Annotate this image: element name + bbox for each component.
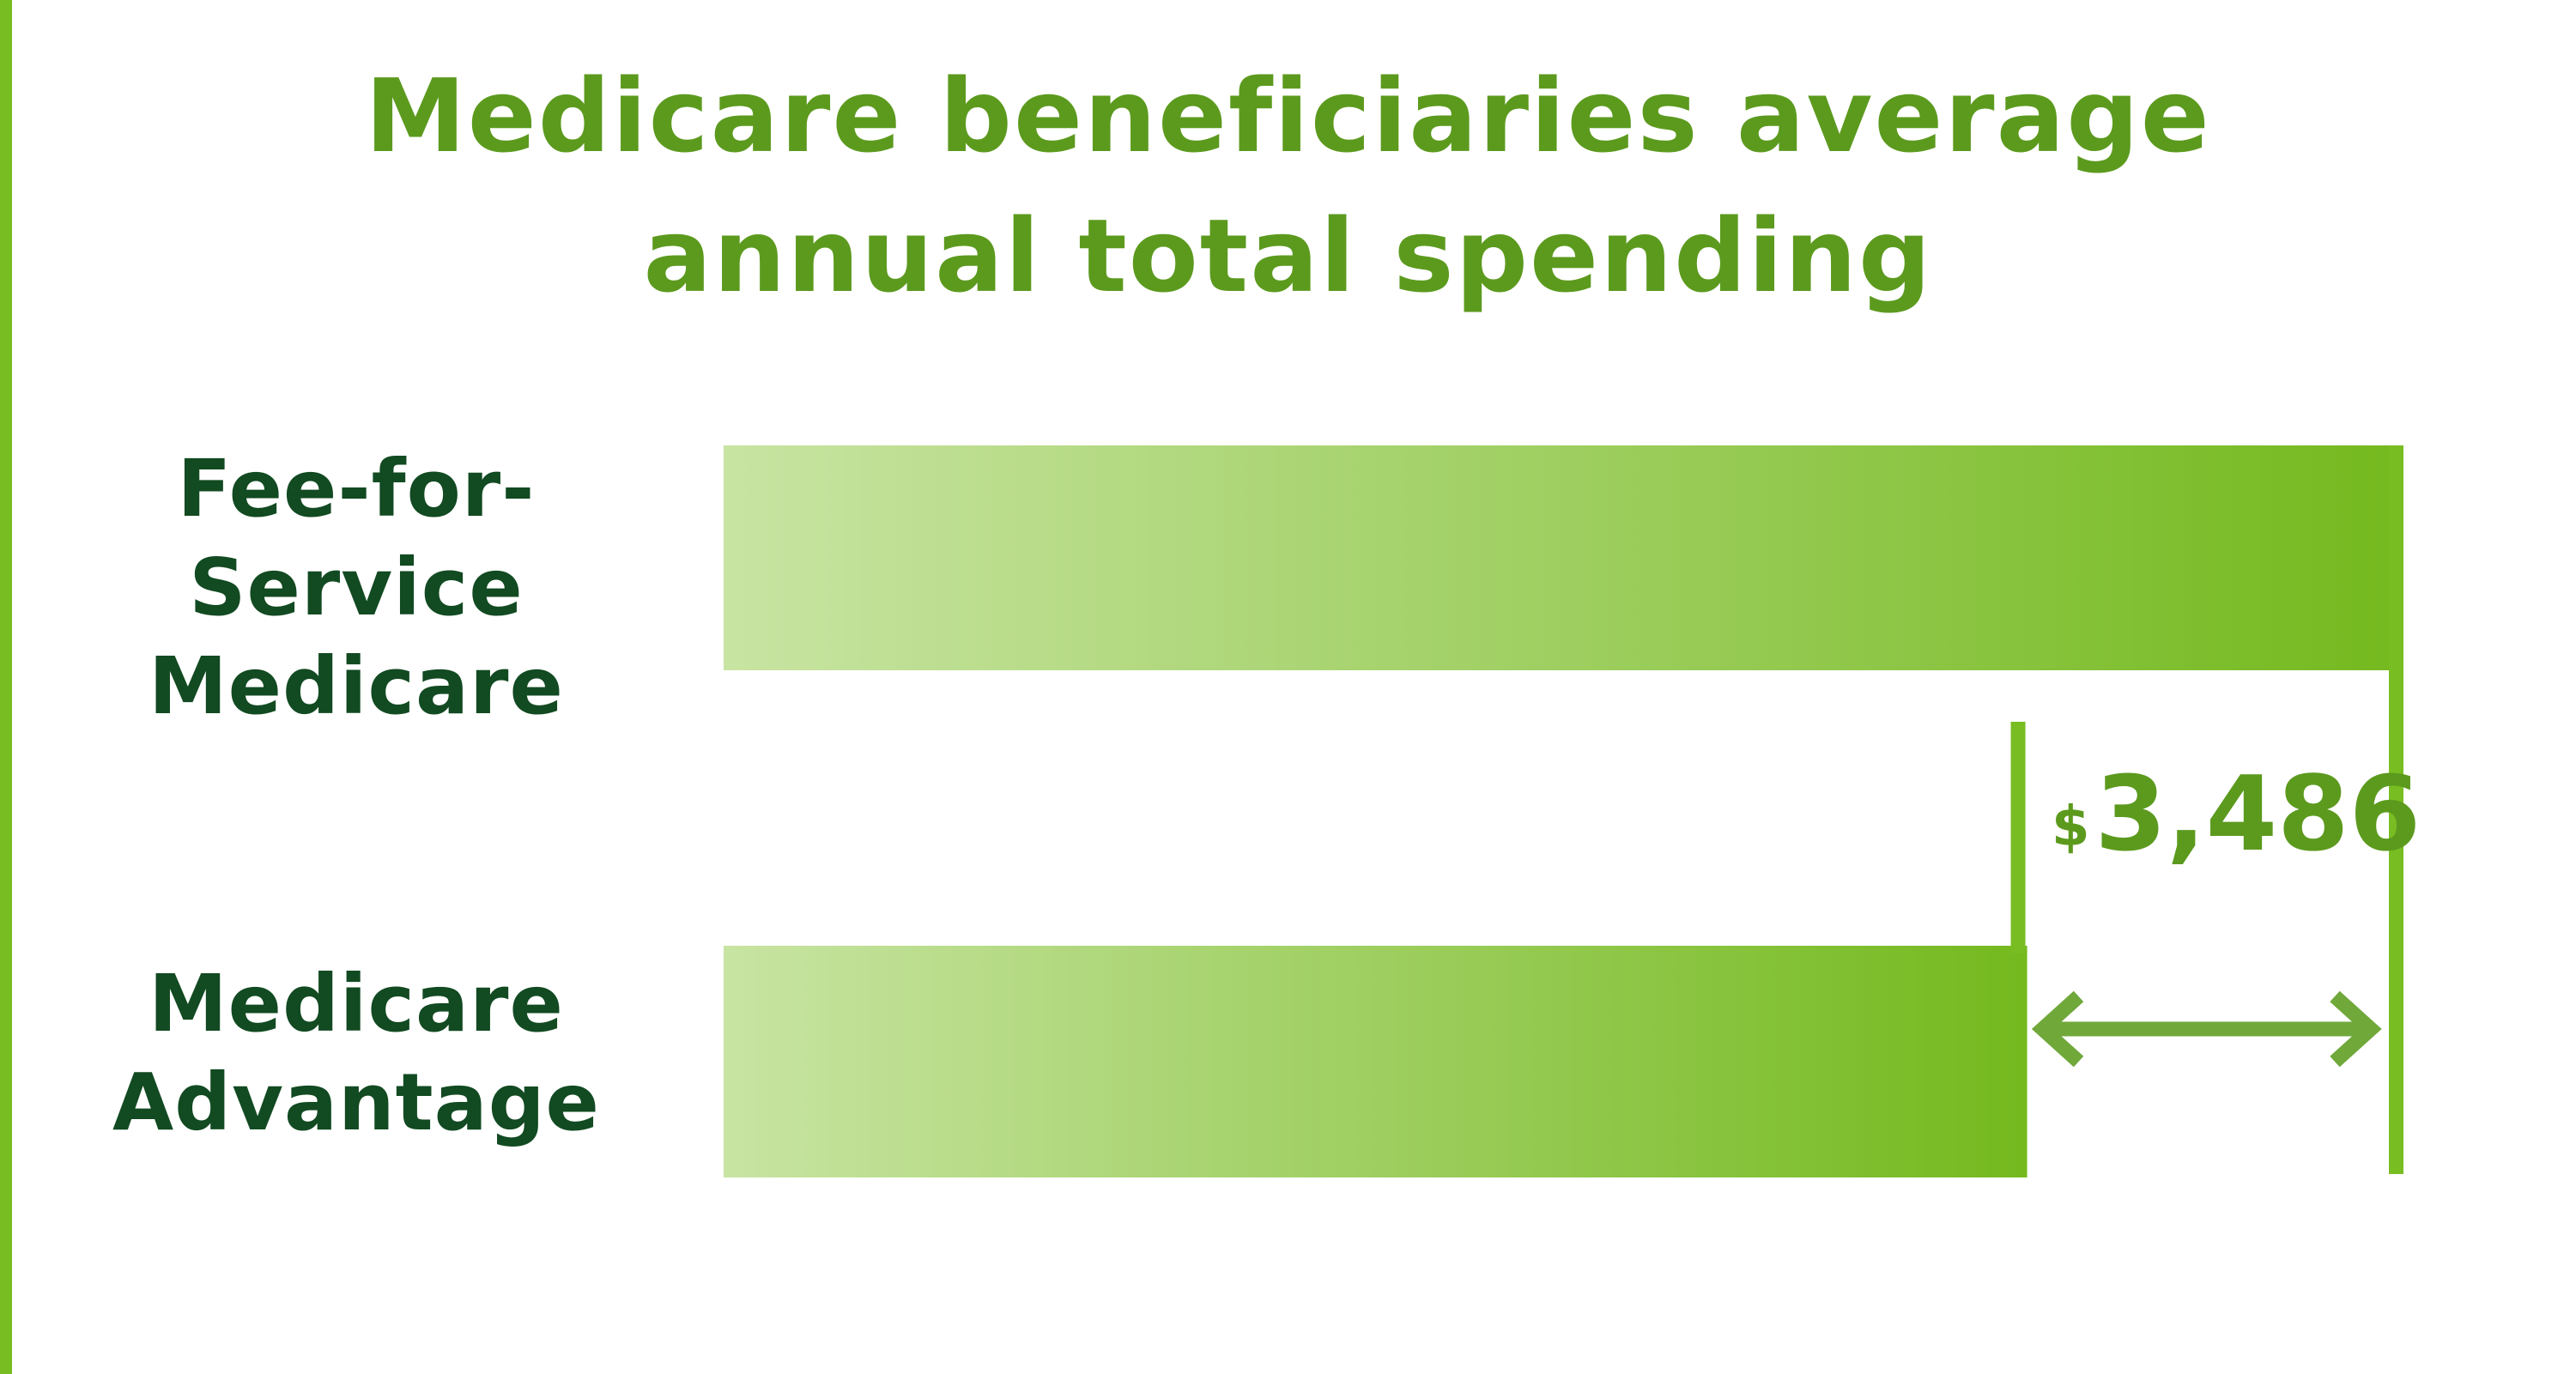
currency-symbol: $: [2052, 796, 2090, 859]
difference-label: $3,486: [2052, 755, 2421, 875]
arrow-right-head-icon: [2330, 990, 2382, 1068]
category-label-line: Medicare: [148, 640, 564, 732]
reference-line-medicare-advantage: [2010, 722, 2026, 953]
category-label-fee-for-service: Fee-for-Service Medicare: [17, 439, 695, 735]
category-label-line: Fee-for-Service: [177, 443, 536, 633]
category-label-line: Advantage: [112, 1056, 600, 1148]
difference-value: 3,486: [2094, 755, 2421, 875]
category-label-line: Medicare: [148, 958, 564, 1050]
bar-0: [724, 445, 2403, 670]
chart-title-line-1: Medicare beneficiaries average: [365, 57, 2211, 175]
arrow-left-head-icon: [2031, 990, 2084, 1068]
bar-1: [724, 946, 2027, 1177]
chart-title-line-2: annual total spending: [643, 197, 1933, 315]
category-label-medicare-advantage: Medicare Advantage: [17, 954, 695, 1152]
left-accent-stripe: [0, 0, 12, 1374]
reference-line-fee-for-service: [2389, 445, 2403, 1174]
